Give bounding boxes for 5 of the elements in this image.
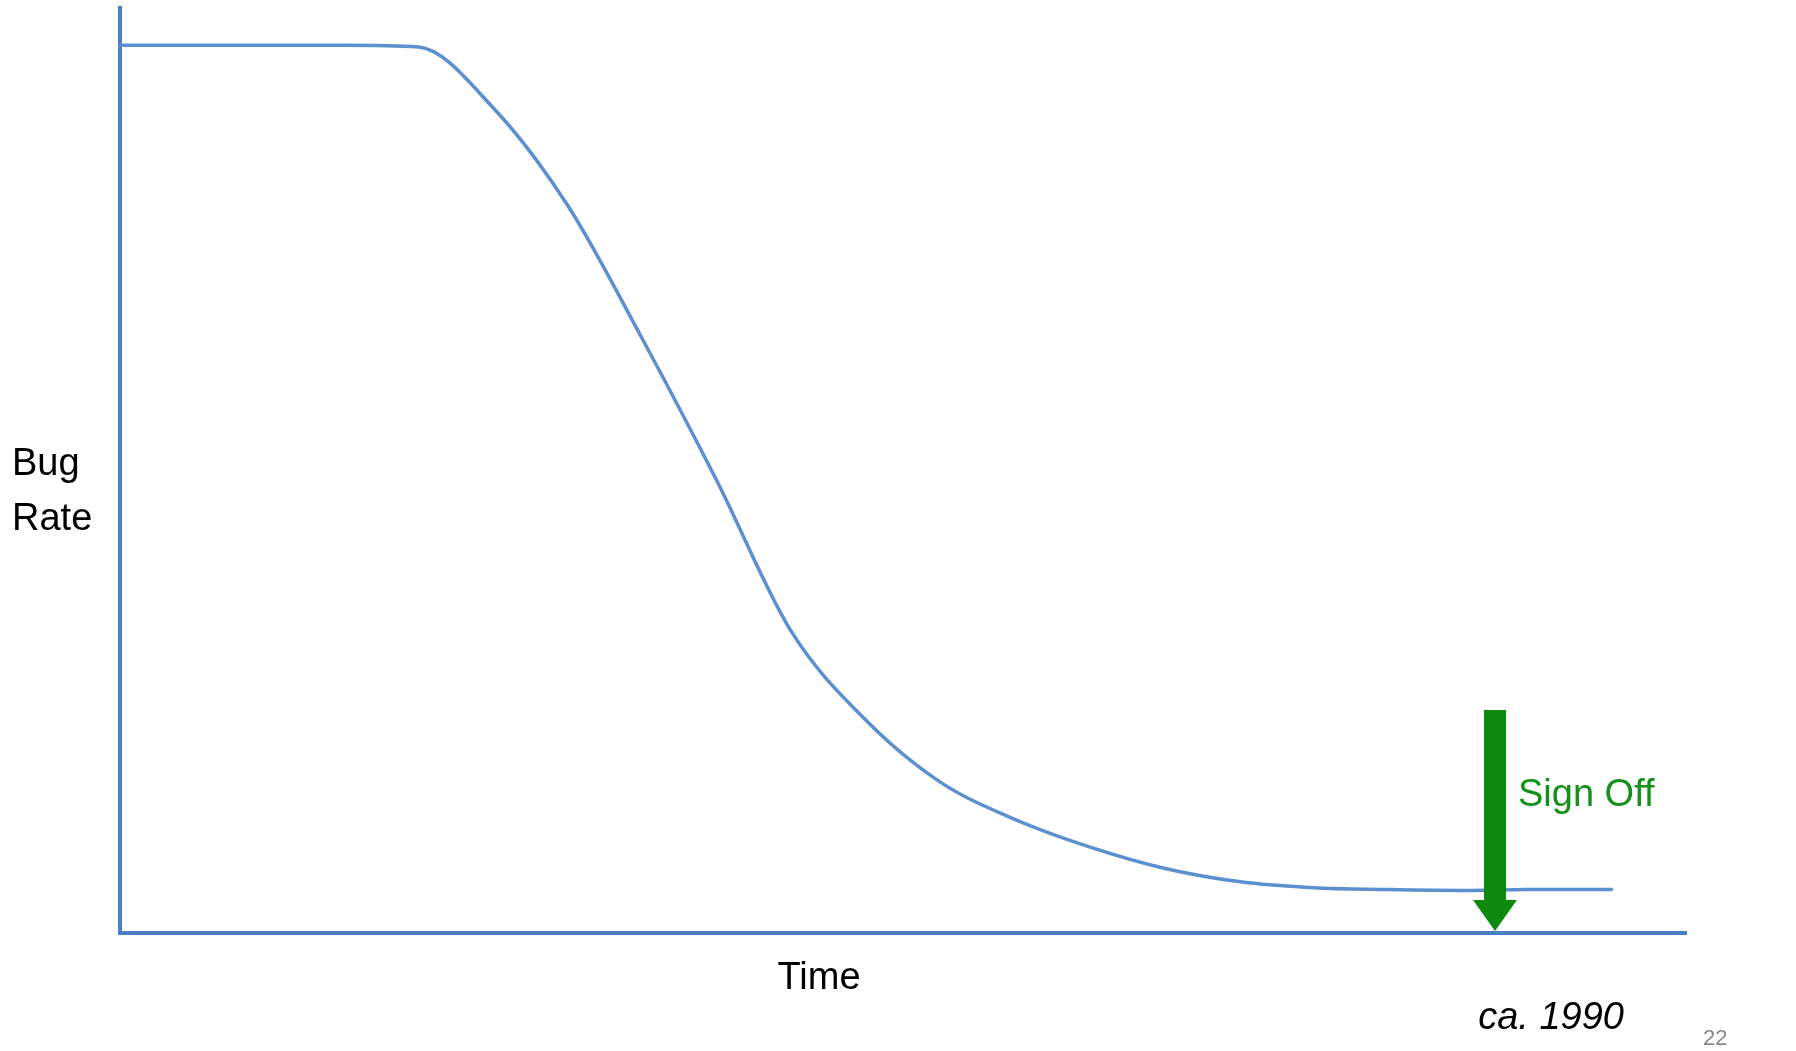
text: 22 (1703, 1025, 1728, 1051)
y-axis-title: Bug Rate (12, 440, 94, 541)
x-axis-title: Time (777, 955, 861, 998)
annotation: Sign Off (1518, 772, 1655, 815)
text: ca. 1990 (1478, 995, 1624, 1038)
